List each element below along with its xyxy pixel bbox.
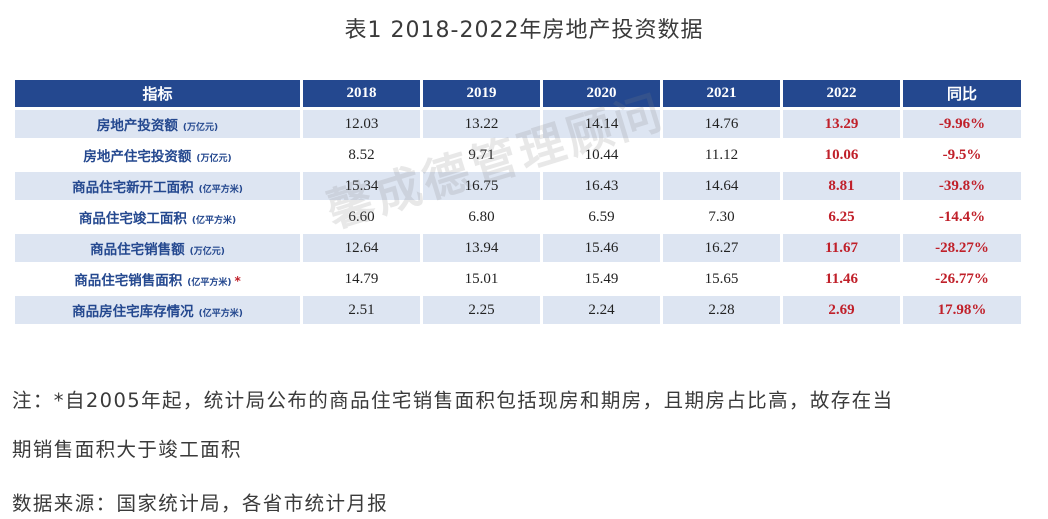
footnote-marker: * xyxy=(234,274,241,288)
value-cell: 8.52 xyxy=(303,141,420,169)
value-cell: 15.65 xyxy=(663,265,780,293)
value-cell: 10.44 xyxy=(543,141,660,169)
row-label-cell: 商品住宅销售额 (万亿元) xyxy=(15,234,300,262)
value-cell: 14.76 xyxy=(663,110,780,138)
value-cell: 13.94 xyxy=(423,234,540,262)
row-label-cell: 房地产住宅投资额 (万亿元) xyxy=(15,141,300,169)
row-label: 房地产投资额 xyxy=(96,118,178,134)
value-cell: 14.14 xyxy=(543,110,660,138)
value-cell: -26.77% xyxy=(903,265,1021,293)
table-row: 房地产住宅投资额 (万亿元) 8.52 9.71 10.44 11.12 10.06 -9.5… xyxy=(15,141,1021,169)
value-cell: -28.27% xyxy=(903,234,1021,262)
value-cell: 6.25 xyxy=(783,203,900,231)
value-cell: 6.60 xyxy=(303,203,420,231)
row-label-cell: 商品住宅销售面积 (亿平方米) * xyxy=(15,265,300,293)
column-header-3: 2020 xyxy=(543,80,660,107)
row-label: 商品住宅竣工面积 xyxy=(78,211,187,227)
column-header-4: 2021 xyxy=(663,80,780,107)
column-header-0: 指标 xyxy=(15,80,300,107)
row-label-cell: 房地产投资额 (万亿元) xyxy=(15,110,300,138)
value-cell: 14.79 xyxy=(303,265,420,293)
row-label: 房地产住宅投资额 xyxy=(83,149,192,165)
table-row: 商品住宅销售额 (万亿元) 12.64 13.94 15.46 16.27 11.67 -28… xyxy=(15,234,1021,262)
footnote-line-1: 注：*自2005年起，统计局公布的商品住宅销售面积包括现房和期房，且期房占比高，… xyxy=(12,389,894,412)
table-row: 商品住宅新开工面积 (亿平方米) 15.34 16.75 16.43 14.64 8.81-… xyxy=(15,172,1021,200)
value-cell: 16.27 xyxy=(663,234,780,262)
value-cell: 17.98% xyxy=(903,296,1021,324)
row-unit: (亿平方米) xyxy=(198,309,243,319)
column-header-6: 同比 xyxy=(903,80,1021,107)
row-label-cell: 商品住宅竣工面积 (亿平方米) xyxy=(15,203,300,231)
value-cell: -9.96% xyxy=(903,110,1021,138)
table-header-row: 指标 2018 2019 2020 2021 2022 同比 xyxy=(15,80,1021,107)
row-unit: (万亿元) xyxy=(196,154,232,164)
value-cell: 2.51 xyxy=(303,296,420,324)
value-cell: 2.28 xyxy=(663,296,780,324)
row-label: 商品住宅销售额 xyxy=(90,242,185,258)
row-unit: (亿平方米) xyxy=(187,278,232,288)
row-unit: (亿平方米) xyxy=(191,216,237,226)
value-cell: 11.46 xyxy=(783,265,900,293)
value-cell: 6.59 xyxy=(543,203,660,231)
value-cell: 6.80 xyxy=(423,203,540,231)
value-cell: 12.03 xyxy=(303,110,420,138)
row-unit: (万亿元) xyxy=(189,247,225,257)
value-cell: 12.64 xyxy=(303,234,420,262)
footnote-line-2: 期销售面积大于竣工面积 xyxy=(12,438,242,461)
value-cell: 13.22 xyxy=(423,110,540,138)
value-cell: 15.01 xyxy=(423,265,540,293)
data-source-note: 数据来源：国家统计局，各省市统计月报 xyxy=(12,492,389,515)
row-unit: (亿平方米) xyxy=(198,185,243,195)
row-label-cell: 商品房住宅库存情况 (亿平方米) xyxy=(15,296,300,324)
value-cell: 11.67 xyxy=(783,234,900,262)
value-cell: 7.30 xyxy=(663,203,780,231)
table-row: 商品住宅销售面积 (亿平方米) * 14.79 15.01 15.49 15.65 11.46… xyxy=(15,265,1021,293)
data-table: 指标 2018 2019 2020 2021 2022 同比 房地产投资额 (万亿元) 12.0… xyxy=(12,77,1024,327)
value-cell: 9.71 xyxy=(423,141,540,169)
table-row: 商品房住宅库存情况 (亿平方米) 2.51 2.25 2.24 2.28 2.69 17.98… xyxy=(15,296,1021,324)
value-cell: 2.69 xyxy=(783,296,900,324)
row-unit: (万亿元) xyxy=(182,123,219,133)
value-cell: 2.25 xyxy=(423,296,540,324)
table-body: 房地产投资额 (万亿元) 12.03 13.22 14.14 14.76 13.29 -9.9… xyxy=(15,110,1021,324)
column-header-2: 2019 xyxy=(423,80,540,107)
table-row: 房地产投资额 (万亿元) 12.03 13.22 14.14 14.76 13.29 -9.9… xyxy=(15,110,1021,138)
value-cell: 10.06 xyxy=(783,141,900,169)
value-cell: 15.46 xyxy=(543,234,660,262)
row-label: 商品房住宅库存情况 xyxy=(72,304,194,320)
table-title: 表1 2018-2022年房地产投资数据 xyxy=(344,18,704,43)
row-label-cell: 商品住宅新开工面积 (亿平方米) xyxy=(15,172,300,200)
row-label: 商品住宅新开工面积 xyxy=(72,180,194,196)
value-cell: 16.43 xyxy=(543,172,660,200)
value-cell: 14.64 xyxy=(663,172,780,200)
value-cell: 8.81 xyxy=(783,172,900,200)
row-label: 商品住宅销售面积 xyxy=(74,273,183,289)
value-cell: 11.12 xyxy=(663,141,780,169)
value-cell: -39.8% xyxy=(903,172,1021,200)
value-cell: -9.5% xyxy=(903,141,1021,169)
value-cell: 2.24 xyxy=(543,296,660,324)
value-cell: 16.75 xyxy=(423,172,540,200)
value-cell: 15.34 xyxy=(303,172,420,200)
value-cell: 15.49 xyxy=(543,265,660,293)
table-row: 商品住宅竣工面积 (亿平方米) 6.60 6.80 6.59 7.30 6.25 -14.4% xyxy=(15,203,1021,231)
column-header-1: 2018 xyxy=(303,80,420,107)
value-cell: 13.29 xyxy=(783,110,900,138)
value-cell: -14.4% xyxy=(903,203,1021,231)
column-header-5: 2022 xyxy=(783,80,900,107)
